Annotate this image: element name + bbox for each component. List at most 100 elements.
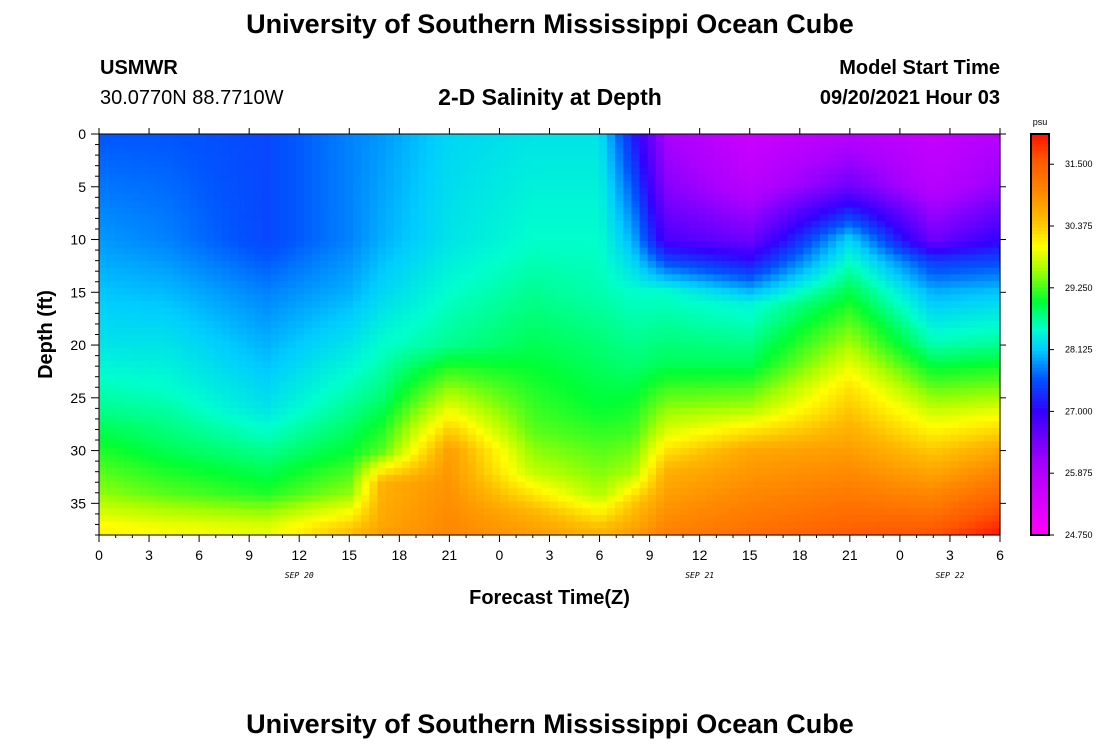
heat-cell	[672, 180, 682, 189]
heat-cell	[303, 528, 313, 536]
heat-cell	[492, 408, 501, 416]
heat-cell	[655, 234, 665, 242]
heat-cell	[541, 528, 551, 536]
heat-cell	[754, 174, 764, 182]
heat-cell	[139, 528, 149, 536]
heat-cell	[508, 307, 518, 316]
heat-cell	[696, 287, 706, 295]
heat-cell	[557, 187, 567, 195]
heat-cell	[238, 354, 248, 362]
heat-cell	[99, 354, 108, 362]
heat-cell	[303, 314, 313, 322]
heat-cell	[615, 200, 624, 209]
heat-cell	[320, 227, 329, 235]
heat-cell	[189, 381, 198, 389]
heat-cell	[672, 227, 682, 235]
heat-cell	[483, 448, 493, 456]
heat-cell	[295, 134, 305, 142]
heat-cell	[230, 294, 239, 302]
heat-cell	[533, 254, 542, 262]
heat-cell	[213, 428, 223, 436]
heat-cell	[574, 260, 583, 269]
heat-cell	[131, 474, 141, 483]
heat-cell	[713, 394, 723, 402]
heat-cell	[246, 180, 256, 189]
heat-cell	[369, 501, 379, 509]
heat-cell	[197, 361, 207, 369]
heat-cell	[762, 428, 772, 436]
heat-cell	[541, 394, 551, 402]
heat-cell	[483, 167, 493, 175]
heat-cell	[451, 294, 460, 302]
heat-cell	[172, 414, 182, 422]
heat-cell	[500, 220, 510, 229]
heat-cell	[746, 394, 755, 402]
heat-cell	[451, 468, 460, 476]
heat-cell	[148, 521, 157, 529]
heat-cell	[410, 194, 420, 202]
heat-cell	[344, 207, 354, 215]
heat-cell	[705, 414, 714, 422]
heat-cell	[189, 147, 198, 155]
heat-cell	[483, 514, 493, 523]
heat-cell	[361, 321, 370, 329]
heat-cell	[238, 220, 248, 229]
heat-cell	[189, 421, 198, 429]
heat-cell	[705, 494, 714, 503]
heat-cell	[238, 508, 248, 516]
heat-cell	[647, 140, 657, 148]
heat-cell	[295, 174, 305, 182]
heat-cell	[311, 354, 321, 362]
heat-cell	[574, 167, 583, 175]
heat-cell	[221, 154, 231, 162]
heat-cell	[418, 274, 428, 282]
heat-cell	[508, 374, 518, 382]
heat-cell	[99, 361, 108, 369]
heat-cell	[696, 281, 706, 289]
heat-cell	[549, 167, 559, 175]
heat-cell	[508, 200, 518, 209]
heat-cell	[631, 200, 641, 209]
heat-cell	[336, 494, 346, 503]
heat-cell	[639, 167, 649, 175]
heat-cell	[606, 334, 616, 342]
heat-cell	[418, 140, 428, 148]
heat-cell	[139, 294, 149, 302]
heat-cell	[664, 167, 673, 175]
heat-cell	[721, 514, 731, 523]
heat-cell	[533, 488, 542, 496]
heat-cell	[778, 174, 788, 182]
heat-cell	[352, 374, 362, 382]
heat-cell	[434, 214, 444, 222]
heat-cell	[688, 528, 698, 536]
heat-cell	[574, 387, 583, 396]
heat-cell	[418, 448, 428, 456]
heat-cell	[598, 174, 608, 182]
heat-cell	[148, 234, 157, 242]
heat-cell	[483, 154, 493, 162]
heat-cell	[508, 220, 518, 229]
heat-cell	[582, 294, 592, 302]
heat-cell	[402, 281, 411, 289]
heat-cell	[688, 488, 698, 496]
heat-cell	[664, 274, 673, 282]
heat-cell	[623, 314, 633, 322]
heat-cell	[385, 140, 395, 148]
heat-cell	[754, 341, 764, 349]
heat-cell	[369, 414, 379, 422]
heat-cell	[377, 287, 387, 295]
heat-cell	[672, 514, 682, 523]
heat-cell	[729, 508, 739, 516]
heat-cell	[213, 474, 223, 483]
heat-cell	[533, 468, 542, 476]
heat-cell	[328, 167, 338, 175]
heat-cell	[385, 154, 395, 162]
heat-cell	[762, 274, 772, 282]
heat-cell	[320, 374, 329, 382]
heat-cell	[762, 307, 772, 316]
heat-cell	[672, 414, 682, 422]
heat-cell	[639, 361, 649, 369]
heat-cell	[729, 434, 739, 443]
heat-cell	[377, 227, 387, 235]
heat-cell	[262, 134, 272, 142]
